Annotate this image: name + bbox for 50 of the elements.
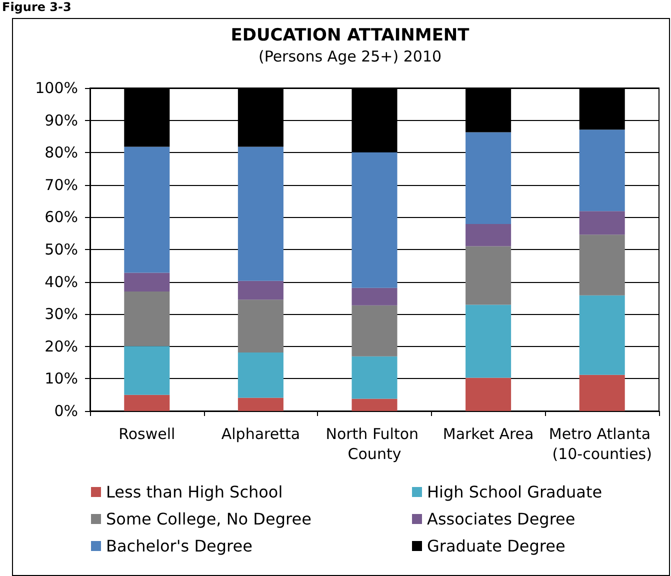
- legend-label: Less than High School: [106, 482, 283, 502]
- bar: [466, 378, 512, 411]
- y-tick-label: 30%: [44, 305, 78, 324]
- bar: [238, 300, 284, 353]
- bar: [579, 234, 625, 296]
- y-tick-label: 20%: [44, 337, 78, 356]
- y-tick-label: 10%: [44, 370, 78, 388]
- bar: [124, 272, 170, 292]
- bar: [238, 352, 284, 398]
- legend-label: High School Graduate: [427, 482, 602, 502]
- y-tick-label: 0%: [54, 402, 78, 420]
- y-tick-label: 40%: [44, 272, 78, 291]
- bar: [466, 132, 512, 224]
- bar: [579, 130, 625, 212]
- bar: [238, 146, 284, 281]
- legend-label: Some College, No Degree: [106, 510, 312, 528]
- y-tick-label: 80%: [44, 144, 78, 162]
- x-tick-label: Market Area: [442, 425, 534, 443]
- legend-label: Bachelor's Degree: [106, 536, 252, 556]
- bar: [124, 346, 170, 395]
- bar: [352, 152, 398, 288]
- bar: [579, 374, 625, 411]
- legend-label: Associates Degree: [427, 510, 576, 528]
- caption: Figure 3-3: [2, 0, 72, 14]
- bar: [352, 288, 398, 306]
- y-tick-label: 60%: [44, 208, 78, 226]
- y-tick-label: 90%: [44, 111, 78, 130]
- bar: [466, 224, 512, 246]
- bar: [579, 295, 625, 375]
- x-tick-label: North Fulton County: [326, 425, 424, 463]
- chart-subtitle: (Persons Age 25+) 2010: [258, 48, 442, 66]
- bar: [579, 211, 625, 235]
- y-tick-label: 100%: [35, 79, 78, 97]
- bar: [352, 305, 398, 356]
- bar: [124, 291, 170, 346]
- y-tick-label: 50%: [44, 240, 78, 258]
- x-tick-label: Roswell: [118, 425, 176, 443]
- bar: [466, 304, 512, 378]
- bar: [238, 398, 284, 411]
- bar: [352, 398, 398, 411]
- x-tick-label: Metro Atlanta (10-counties): [548, 425, 656, 463]
- bar: [466, 246, 512, 305]
- bar: [352, 356, 398, 399]
- bar: [124, 146, 170, 273]
- chart-title: EDUCATION ATTAINMENT: [230, 26, 470, 46]
- legend-label: Graduate Degree: [427, 536, 566, 556]
- bar: [238, 280, 284, 300]
- bar: [124, 394, 170, 411]
- x-tick-label: Alpharetta: [221, 425, 300, 443]
- y-tick-label: 70%: [44, 176, 78, 194]
